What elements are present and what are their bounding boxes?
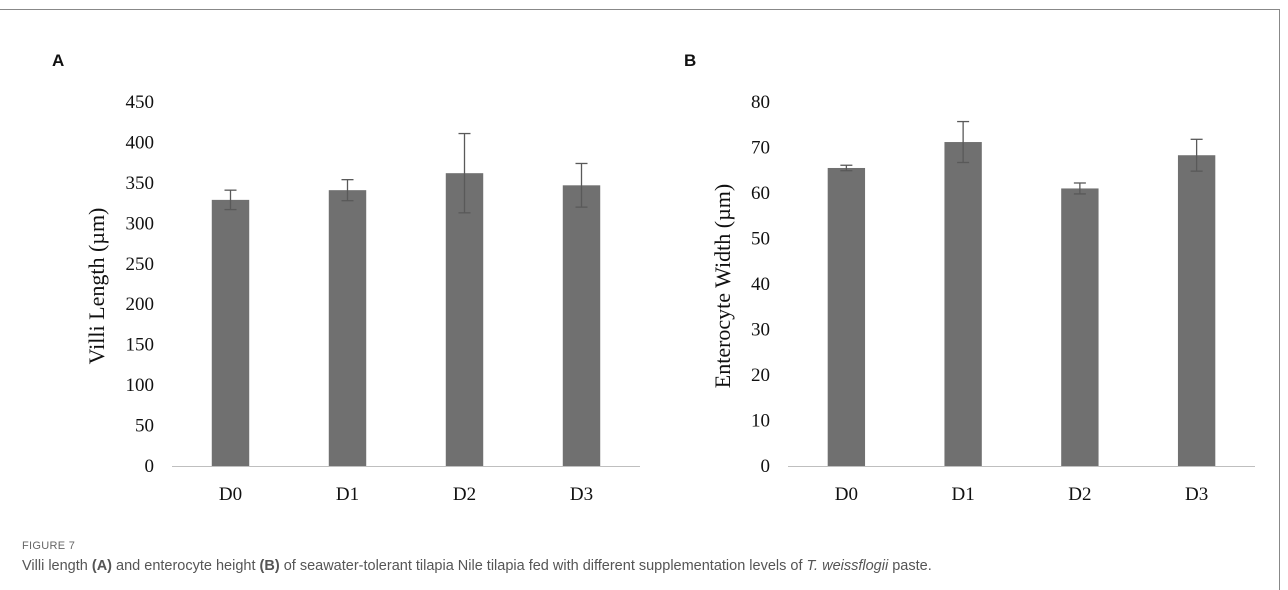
y-axis-title: Enterocyte Width (µm) — [710, 184, 735, 388]
bar — [562, 185, 601, 466]
caption-part-5: of seawater-tolerant tilapia Nile tilapi… — [280, 558, 807, 574]
bar — [328, 190, 367, 466]
x-tick-label: D0 — [835, 484, 858, 505]
y-tick-label: 80 — [751, 92, 770, 113]
y-tick-label: 60 — [751, 183, 770, 204]
y-tick-label: 250 — [126, 254, 155, 275]
caption-part-3: and enterocyte height — [112, 558, 260, 574]
y-tick-label: 450 — [126, 92, 155, 113]
panel-letter: B — [684, 51, 696, 70]
x-tick-label: D0 — [219, 484, 242, 505]
panel-letter: A — [52, 51, 64, 70]
bar — [1061, 188, 1099, 466]
y-tick-label: 400 — [126, 132, 155, 153]
y-tick-label: 10 — [751, 411, 770, 432]
y-tick-label: 100 — [126, 375, 155, 396]
caption-part-1: Villi length — [22, 558, 92, 574]
y-tick-label: 0 — [145, 456, 155, 477]
bar — [445, 173, 484, 466]
y-tick-label: 300 — [126, 213, 155, 234]
x-tick-label: D2 — [1068, 484, 1091, 505]
caption-part-4: (B) — [260, 558, 280, 574]
bar — [1177, 155, 1216, 467]
caption-part-2: (A) — [92, 558, 112, 574]
x-tick-label: D1 — [952, 484, 975, 505]
y-tick-label: 30 — [751, 320, 770, 341]
x-tick-label: D3 — [1185, 484, 1208, 505]
y-tick-label: 50 — [751, 229, 770, 250]
figure-caption: Villi length (A) and enterocyte height (… — [22, 558, 932, 574]
bar — [211, 199, 250, 466]
y-tick-label: 40 — [751, 274, 770, 295]
caption-part-7: paste. — [888, 558, 932, 574]
y-tick-label: 200 — [126, 294, 155, 315]
x-tick-label: D3 — [570, 484, 593, 505]
y-tick-label: 350 — [126, 173, 155, 194]
chart-panel-a: A Villi Length (µm) 0 50 100 150 200 250 300 350 4… — [52, 51, 640, 505]
y-tick-label: 0 — [761, 456, 771, 477]
bar — [827, 167, 866, 466]
caption-part-6: T. weissflogii — [807, 558, 889, 574]
y-tick-label: 70 — [751, 138, 770, 159]
figure-label: FIGURE 7 — [22, 540, 75, 552]
y-tick-label: 20 — [751, 365, 770, 386]
chart-panel-b: B Enterocyte Width (µm) 0 10 20 30 40 50 60 70 80 D… — [684, 51, 1255, 505]
x-tick-label: D1 — [336, 484, 359, 505]
bar — [944, 142, 982, 467]
y-tick-label: 150 — [126, 335, 155, 356]
x-tick-label: D2 — [453, 484, 476, 505]
y-axis-title: Villi Length (µm) — [84, 208, 109, 365]
y-tick-label: 50 — [135, 416, 154, 437]
